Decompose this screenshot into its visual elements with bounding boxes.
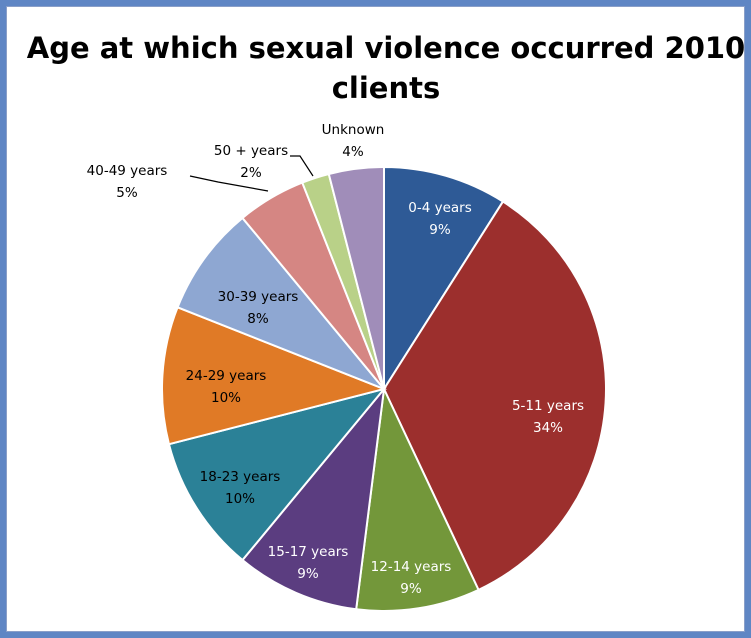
- slice-percent-unknown: 4%: [342, 144, 364, 160]
- pie-slice-30-39-years: [176, 216, 385, 390]
- pie-slice-15-17-years: [241, 385, 386, 611]
- pie-slice-unknown: [327, 165, 385, 390]
- leader-lines: [189, 155, 314, 192]
- slice-percent-0-4-years: 9%: [429, 222, 451, 238]
- leader-line-50-years: [290, 155, 314, 177]
- slice-percent-18-23-years: 10%: [225, 491, 255, 507]
- chart-title-line-1: Age at which sexual violence occurred 20…: [27, 31, 745, 65]
- pie-slice-0-4-years: [383, 165, 505, 393]
- slice-percent-24-29-years: 10%: [211, 390, 241, 406]
- slice-label-50-years: 50 + years: [214, 143, 288, 159]
- pie-slice-24-29-years: [161, 305, 388, 446]
- slice-percent-15-17-years: 9%: [297, 566, 319, 582]
- pie-slice-18-23-years: [167, 387, 387, 562]
- slice-percent-5-11-years: 34%: [533, 420, 563, 436]
- slice-percent-50-years: 2%: [240, 165, 262, 181]
- pie-slice-12-14-years: [355, 385, 480, 612]
- slice-percent-12-14-years: 9%: [400, 581, 422, 597]
- chart-title-line-2: clients: [332, 71, 441, 105]
- pie-slice-5-11-years: [382, 200, 607, 592]
- slice-label-30-39-years: 30-39 years: [218, 289, 299, 305]
- slice-label-0-4-years: 0-4 years: [408, 200, 472, 216]
- slice-labels: 0-4 years 9% 5-11 years 34% 12-14 years 9% 15-…: [87, 122, 584, 597]
- slice-label-12-14-years: 12-14 years: [371, 559, 452, 575]
- slice-label-18-23-years: 18-23 years: [200, 469, 281, 485]
- slice-label-5-11-years: 5-11 years: [512, 398, 584, 414]
- slice-label-40-49-years: 40-49 years: [87, 163, 168, 179]
- leader-line-40-49-years: [189, 175, 269, 192]
- slice-label-unknown: Unknown: [322, 122, 385, 138]
- slice-label-15-17-years: 15-17 years: [268, 544, 349, 560]
- slice-label-24-29-years: 24-29 years: [186, 368, 267, 384]
- slice-percent-40-49-years: 5%: [116, 185, 138, 201]
- pie-slices: [161, 165, 607, 612]
- chart-inner-border: [6, 6, 745, 632]
- slice-percent-30-39-years: 8%: [247, 311, 269, 327]
